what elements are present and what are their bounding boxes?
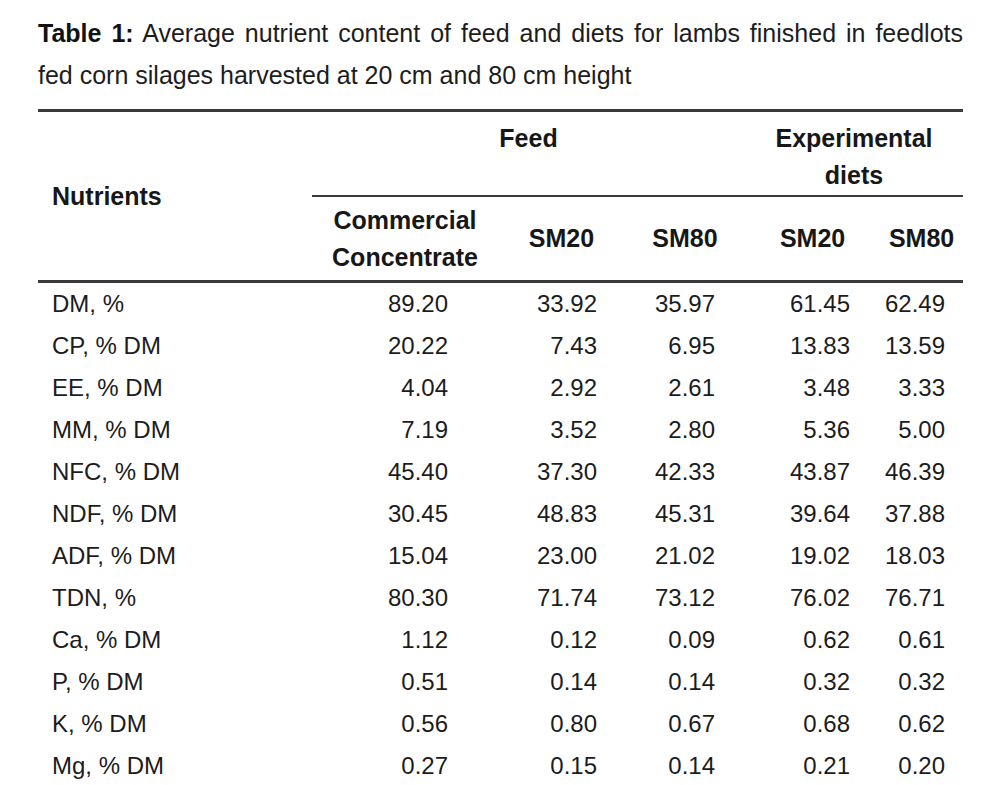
value-cell: 3.52 (498, 409, 625, 451)
table-row: ADF, % DM15.0423.0021.0219.0218.03 (38, 535, 963, 577)
value-cell: 0.15 (498, 745, 625, 785)
value-cell: 73.12 (625, 577, 745, 619)
nutrient-label: Mg, % DM (38, 745, 312, 785)
nutrient-label: NFC, % DM (38, 451, 312, 493)
value-cell: 2.92 (498, 367, 625, 409)
value-cell: 15.04 (312, 535, 498, 577)
value-cell: 2.80 (625, 409, 745, 451)
value-cell: 4.04 (312, 367, 498, 409)
column-header-sm80-diet: SM80 (880, 196, 963, 282)
value-cell: 61.45 (745, 282, 880, 326)
nutrient-label: CP, % DM (38, 325, 312, 367)
nutrient-label: DM, % (38, 282, 312, 326)
value-cell: 80.30 (312, 577, 498, 619)
group-header-feed: Feed (312, 111, 745, 197)
document-page: Table 1: Average nutrient content of fee… (0, 0, 1004, 785)
table-row: NDF, % DM30.4548.8345.3139.6437.88 (38, 493, 963, 535)
table-caption: Table 1: Average nutrient content of fee… (38, 12, 963, 96)
value-cell: 0.67 (625, 703, 745, 745)
table-caption-text: Average nutrient content of feed and die… (38, 19, 963, 89)
nutrient-table: Nutrients Feed Experimental diets Commer… (38, 109, 963, 785)
table-caption-label: Table 1: (38, 19, 134, 47)
value-cell: 0.56 (312, 703, 498, 745)
value-cell: 0.09 (625, 619, 745, 661)
value-cell: 0.27 (312, 745, 498, 785)
value-cell: 71.74 (498, 577, 625, 619)
value-cell: 6.95 (625, 325, 745, 367)
nutrient-label: TDN, % (38, 577, 312, 619)
value-cell: 0.32 (880, 661, 963, 703)
column-header-sm20-feed: SM20 (498, 196, 625, 282)
table-row: Ca, % DM1.120.120.090.620.61 (38, 619, 963, 661)
value-cell: 5.00 (880, 409, 963, 451)
value-cell: 7.43 (498, 325, 625, 367)
value-cell: 42.33 (625, 451, 745, 493)
value-cell: 37.30 (498, 451, 625, 493)
value-cell: 0.61 (880, 619, 963, 661)
value-cell: 48.83 (498, 493, 625, 535)
value-cell: 23.00 (498, 535, 625, 577)
value-cell: 89.20 (312, 282, 498, 326)
value-cell: 0.14 (625, 661, 745, 703)
table-row: NFC, % DM45.4037.3042.3343.8746.39 (38, 451, 963, 493)
column-header-sm20-diet: SM20 (745, 196, 880, 282)
value-cell: 13.59 (880, 325, 963, 367)
value-cell: 62.49 (880, 282, 963, 326)
nutrient-label: P, % DM (38, 661, 312, 703)
nutrient-label: NDF, % DM (38, 493, 312, 535)
value-cell: 45.31 (625, 493, 745, 535)
value-cell: 19.02 (745, 535, 880, 577)
value-cell: 7.19 (312, 409, 498, 451)
table-row: TDN, %80.3071.7473.1276.0276.71 (38, 577, 963, 619)
table-row: K, % DM0.560.800.670.680.62 (38, 703, 963, 745)
value-cell: 76.71 (880, 577, 963, 619)
value-cell: 35.97 (625, 282, 745, 326)
table-row: Mg, % DM0.270.150.140.210.20 (38, 745, 963, 785)
value-cell: 0.14 (498, 661, 625, 703)
table-row: EE, % DM4.042.922.613.483.33 (38, 367, 963, 409)
value-cell: 3.48 (745, 367, 880, 409)
value-cell: 0.32 (745, 661, 880, 703)
value-cell: 0.21 (745, 745, 880, 785)
nutrient-label: MM, % DM (38, 409, 312, 451)
value-cell: 30.45 (312, 493, 498, 535)
value-cell: 20.22 (312, 325, 498, 367)
value-cell: 0.80 (498, 703, 625, 745)
table-row: P, % DM0.510.140.140.320.32 (38, 661, 963, 703)
value-cell: 0.14 (625, 745, 745, 785)
column-header-nutrients: Nutrients (38, 111, 312, 282)
value-cell: 45.40 (312, 451, 498, 493)
value-cell: 76.02 (745, 577, 880, 619)
table-row: DM, %89.2033.9235.9761.4562.49 (38, 282, 963, 326)
value-cell: 0.68 (745, 703, 880, 745)
nutrient-label: Ca, % DM (38, 619, 312, 661)
value-cell: 5.36 (745, 409, 880, 451)
value-cell: 2.61 (625, 367, 745, 409)
value-cell: 1.12 (312, 619, 498, 661)
nutrient-label: ADF, % DM (38, 535, 312, 577)
value-cell: 0.62 (880, 703, 963, 745)
value-cell: 13.83 (745, 325, 880, 367)
value-cell: 46.39 (880, 451, 963, 493)
value-cell: 37.88 (880, 493, 963, 535)
group-header-row: Nutrients Feed Experimental diets (38, 111, 963, 197)
value-cell: 3.33 (880, 367, 963, 409)
value-cell: 0.20 (880, 745, 963, 785)
value-cell: 21.02 (625, 535, 745, 577)
value-cell: 0.51 (312, 661, 498, 703)
nutrient-label: K, % DM (38, 703, 312, 745)
table-body: DM, %89.2033.9235.9761.4562.49CP, % DM20… (38, 282, 963, 785)
column-header-sm80-feed: SM80 (625, 196, 745, 282)
value-cell: 18.03 (880, 535, 963, 577)
value-cell: 0.12 (498, 619, 625, 661)
table-row: CP, % DM20.227.436.9513.8313.59 (38, 325, 963, 367)
value-cell: 43.87 (745, 451, 880, 493)
table-row: MM, % DM7.193.522.805.365.00 (38, 409, 963, 451)
group-header-experimental-diets: Experimental diets (745, 111, 963, 197)
value-cell: 39.64 (745, 493, 880, 535)
column-header-commercial-concentrate: Commercial Concentrate (312, 196, 498, 282)
nutrient-label: EE, % DM (38, 367, 312, 409)
value-cell: 33.92 (498, 282, 625, 326)
value-cell: 0.62 (745, 619, 880, 661)
